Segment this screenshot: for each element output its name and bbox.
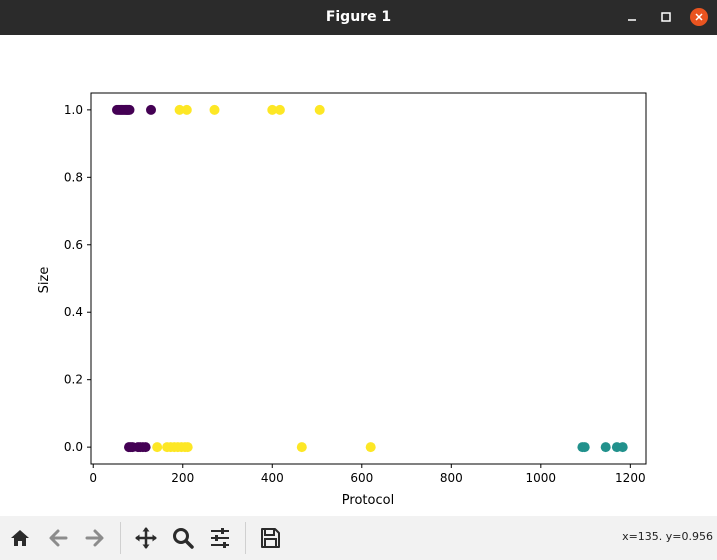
scatter-point xyxy=(152,442,163,453)
scatter-point xyxy=(314,104,325,115)
scatter-point xyxy=(579,442,590,453)
zoom-button[interactable] xyxy=(169,524,197,552)
y-tick-label: 0.6 xyxy=(64,238,83,252)
x-tick-label: 1000 xyxy=(526,471,557,485)
x-axis-ticks: 0 200 400 600 800 1000 1200 xyxy=(89,464,646,485)
x-tick-label: 600 xyxy=(350,471,373,485)
home-button[interactable] xyxy=(6,524,34,552)
forward-button[interactable] xyxy=(81,524,109,552)
scatter-point xyxy=(600,442,611,453)
maximize-icon xyxy=(661,12,671,22)
back-arrow-icon xyxy=(49,529,68,547)
y-tick-label: 0.0 xyxy=(64,440,83,454)
y-tick-label: 0.8 xyxy=(64,170,83,184)
scatter-point xyxy=(209,104,220,115)
scatter-point xyxy=(182,442,193,453)
scatter-point xyxy=(617,442,628,453)
window-title: Figure 1 xyxy=(325,9,392,25)
scatter-point xyxy=(174,104,185,115)
y-tick-label: 0.4 xyxy=(64,305,83,319)
scatter-chart: 0 200 400 600 800 1000 1200 0.0 0.2 0.4 0.6 0.8 1.0… xyxy=(37,92,647,508)
x-axis-label: Protocol xyxy=(342,493,394,508)
y-tick-label: 0.2 xyxy=(64,373,83,387)
back-button[interactable] xyxy=(44,524,72,552)
scatter-point xyxy=(365,442,376,453)
y-axis-ticks: 0.0 0.2 0.4 0.6 0.8 1.0 xyxy=(64,103,91,454)
x-tick-label: 400 xyxy=(261,471,284,485)
x-tick-label: 800 xyxy=(440,471,463,485)
configure-subplots-button[interactable] xyxy=(206,524,234,552)
x-tick-label: 0 xyxy=(89,471,97,485)
axes-frame xyxy=(90,92,647,465)
scatter-point xyxy=(274,104,285,115)
x-tick-label: 200 xyxy=(171,471,194,485)
scatter-point xyxy=(146,104,156,115)
figure-canvas[interactable]: 0 200 400 600 800 1000 1200 0.0 0.2 0.4 0.6 0.8 1.0… xyxy=(0,35,717,516)
toolbar-separator xyxy=(245,522,246,554)
y-tick-label: 1.0 xyxy=(64,103,83,117)
cursor-coordinates: x=135. y=0.956 xyxy=(622,530,713,543)
forward-arrow-icon xyxy=(85,529,104,547)
scatter-point xyxy=(124,104,135,115)
navigation-toolbar: x=135. y=0.956 xyxy=(0,516,717,560)
minimize-button[interactable] xyxy=(622,7,642,27)
scatter-point xyxy=(296,442,307,453)
y-axis-label: Size xyxy=(37,267,52,294)
zoom-magnifier-icon xyxy=(173,528,194,549)
scatter-point xyxy=(181,104,192,115)
scatter-point xyxy=(140,442,151,453)
minimize-icon xyxy=(628,19,636,21)
subplots-config-icon xyxy=(211,528,229,548)
plot-markers xyxy=(112,104,628,453)
save-button[interactable] xyxy=(256,524,284,552)
close-icon xyxy=(690,8,708,26)
save-floppy-icon xyxy=(261,528,280,548)
pan-move-icon xyxy=(135,527,157,549)
scatter-point xyxy=(267,104,278,115)
home-icon xyxy=(11,530,29,546)
x-tick-label: 1200 xyxy=(615,471,646,485)
close-button[interactable] xyxy=(689,7,709,27)
pan-button[interactable] xyxy=(132,524,160,552)
window-titlebar: Figure 1 xyxy=(0,0,717,35)
toolbar-separator xyxy=(120,522,121,554)
maximize-button[interactable] xyxy=(656,7,676,27)
